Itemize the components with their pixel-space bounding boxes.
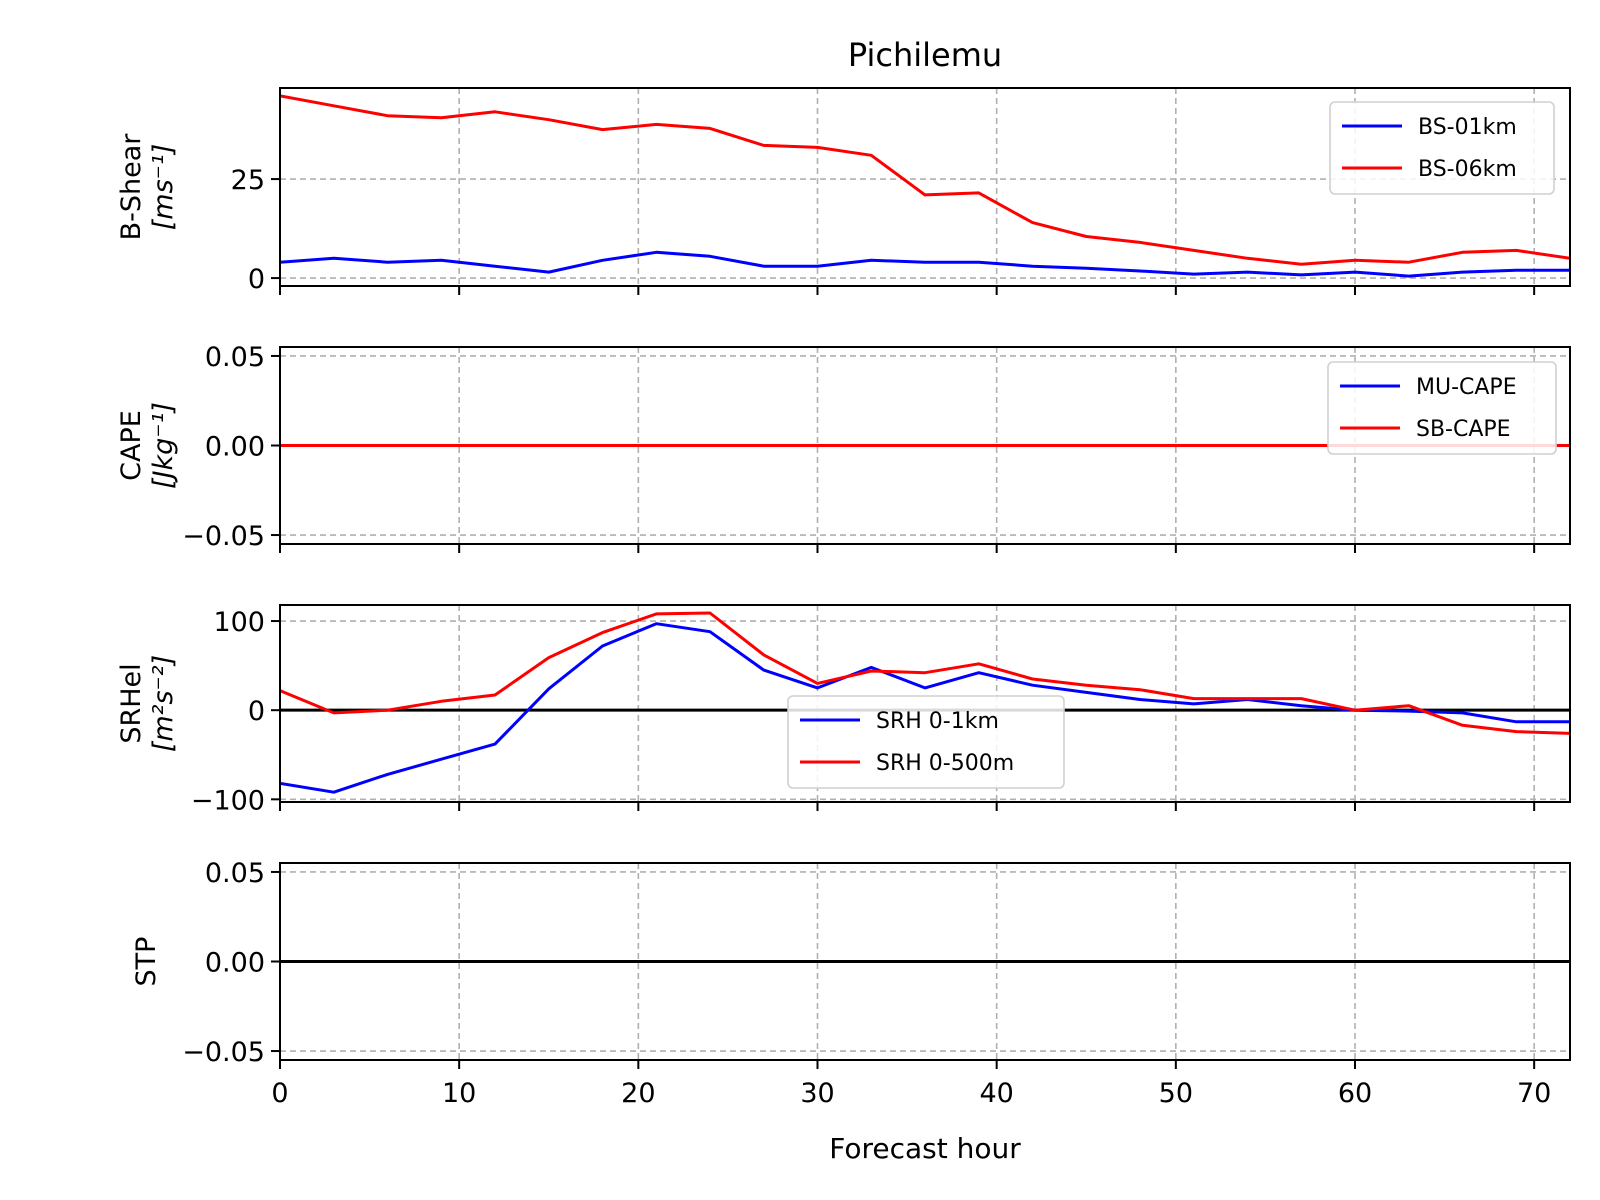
y-axis-label: CAPE	[116, 410, 147, 481]
x-axis-label: Forecast hour	[829, 1132, 1021, 1165]
legend-label: BS-06km	[1418, 157, 1517, 182]
panel-2: −0.05 0.00 0.05 CAPE [Jkg⁻¹] MU-CAPE SB-CAPE	[116, 342, 1571, 553]
y-axis-label: [ms⁻¹]	[148, 144, 179, 231]
y-tick-label: 0	[248, 264, 265, 295]
y-axis-label: STP	[131, 937, 162, 987]
y-axis-label: SRHel	[116, 663, 147, 743]
legend-label: BS-01km	[1418, 115, 1517, 140]
chart-title: Pichilemu	[848, 36, 1002, 74]
y-tick-label: 0.00	[205, 432, 265, 463]
y-tick-label: −0.05	[182, 521, 265, 552]
x-tick-label: 30	[800, 1078, 834, 1109]
panel-3: −100 0 100 SRHel [m²s⁻²] SRH 0-1km SRH 0-500m	[116, 604, 1571, 816]
x-tick-label: 40	[979, 1078, 1013, 1109]
legend: MU-CAPE SB-CAPE	[1327, 361, 1557, 455]
legend-label: SRH 0-1km	[876, 709, 999, 734]
legend-label: SRH 0-500m	[876, 751, 1014, 776]
y-tick-label: 25	[231, 165, 265, 196]
x-tick-label: 50	[1159, 1078, 1193, 1109]
plot-frame	[279, 604, 1571, 803]
series-line-srh-0-500m	[280, 611, 1570, 735]
x-tick-label: 70	[1517, 1078, 1551, 1109]
y-tick-label: −0.05	[182, 1037, 265, 1068]
y-tick-label: 0.05	[205, 858, 265, 889]
panel-1: 0 25 B-Shear [ms⁻¹] BS-01km BS-06km	[116, 87, 1571, 295]
y-tick-label: −100	[191, 785, 265, 816]
y-tick-label: 0.00	[205, 948, 265, 979]
y-axis-label: [m²s⁻²]	[148, 655, 179, 752]
series-line-bs-06km	[280, 94, 1570, 266]
x-tick-label: 0	[271, 1078, 288, 1109]
y-axis-label: B-Shear	[116, 133, 147, 241]
legend: SRH 0-1km SRH 0-500m	[787, 695, 1065, 789]
x-tick-label: 20	[621, 1078, 655, 1109]
plot-frame	[279, 87, 1571, 287]
legend: BS-01km BS-06km	[1329, 101, 1555, 195]
series-line-bs-01km	[280, 250, 1570, 278]
x-tick-label: 10	[442, 1078, 476, 1109]
y-tick-label: 0	[248, 696, 265, 727]
y-axis-label: [Jkg⁻¹]	[148, 402, 179, 489]
y-tick-label: 0.05	[205, 342, 265, 373]
y-tick-label: 100	[213, 607, 265, 638]
panel-4: 0 10 20 30 40 50 60 70 −0.05 0.00 0.05 STP	[131, 858, 1571, 1109]
legend-label: MU-CAPE	[1416, 375, 1517, 400]
legend-label: SB-CAPE	[1416, 417, 1511, 442]
x-tick-label: 60	[1338, 1078, 1372, 1109]
